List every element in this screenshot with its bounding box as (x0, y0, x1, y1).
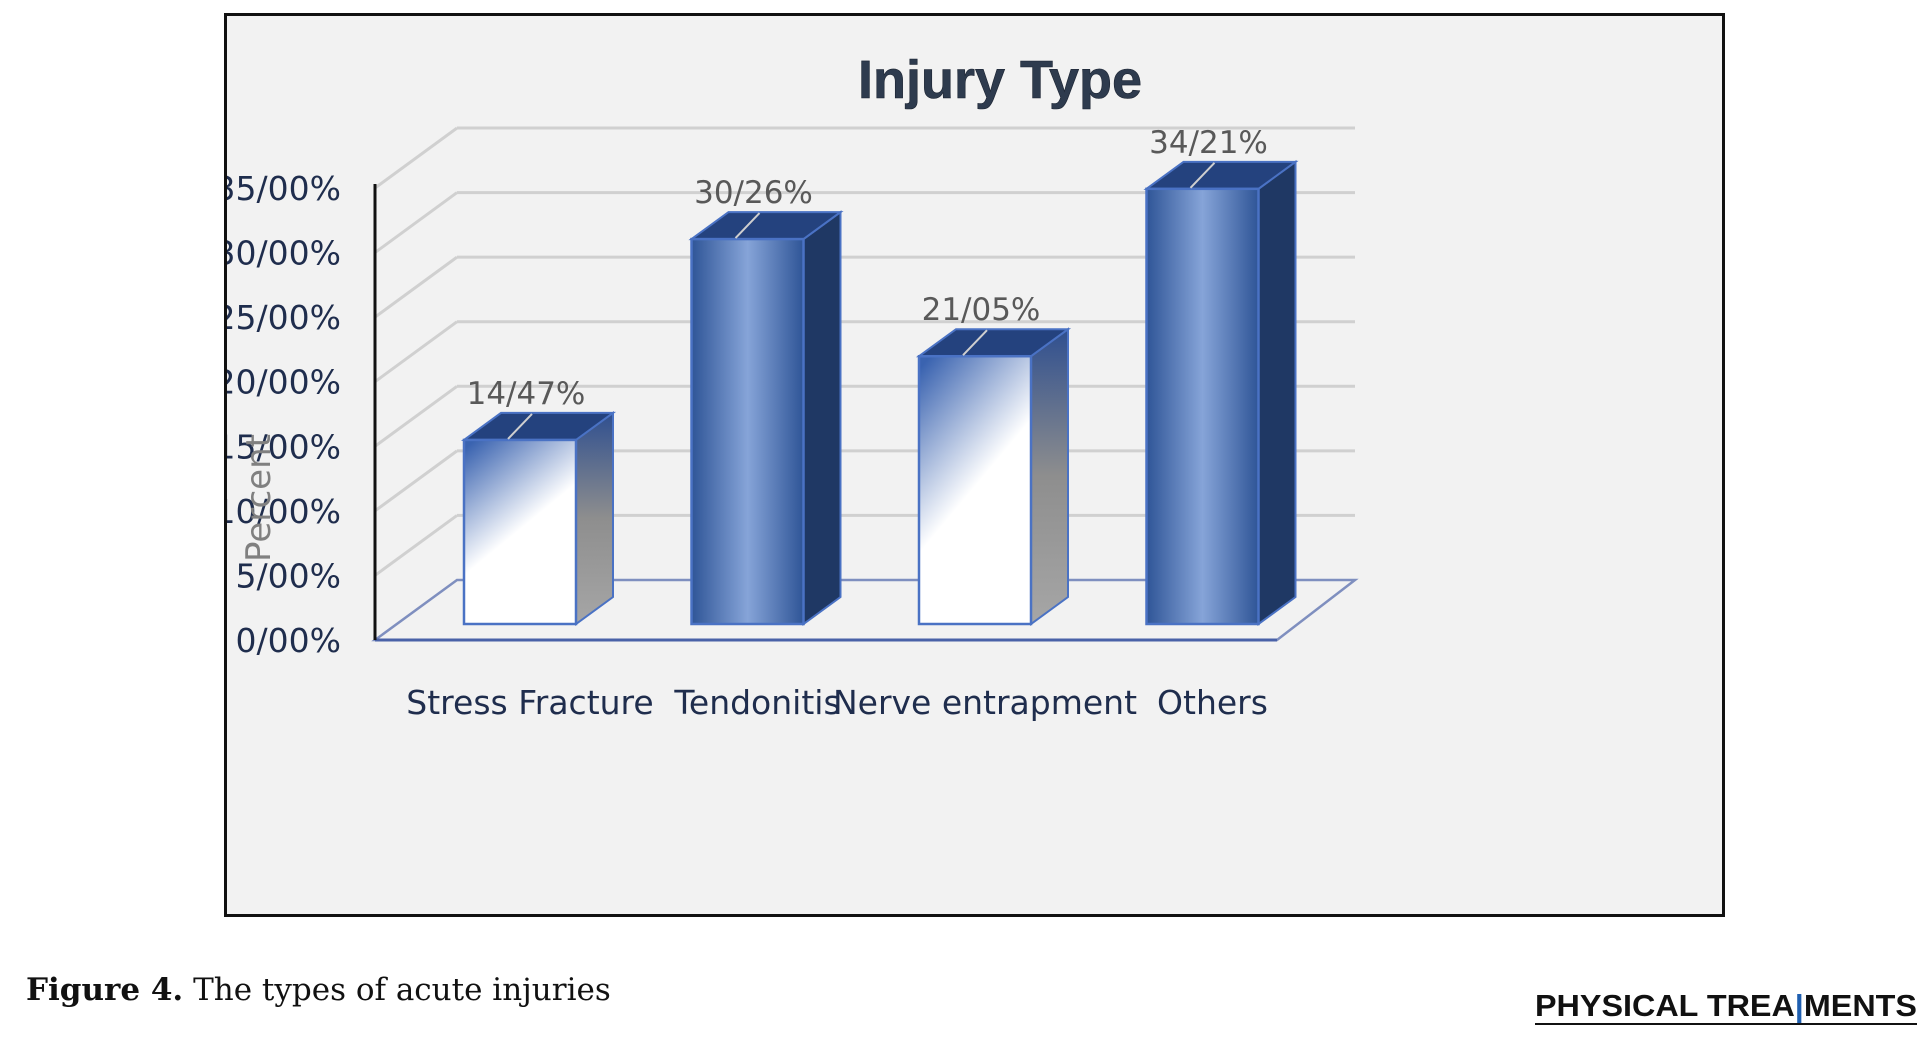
chart-frame: 0/00% 5/00% 10/00% 15/00% 20/00% 25/00% 30/00%… (224, 13, 1725, 917)
data-label: 30/26% (694, 175, 813, 211)
figure-caption: Figure 4. The types of acute injuries (26, 972, 611, 1008)
x-tick-label: Tendonitis (673, 683, 840, 722)
y-tick-label: 30/00% (227, 234, 341, 273)
axes (371, 184, 1359, 642)
labels: 0/00% 5/00% 10/00% 15/00% 20/00% 25/00% 30/00%… (227, 125, 1268, 722)
bar-side (1030, 327, 1069, 626)
y-tick-label: 15/00% (227, 427, 341, 466)
data-label-leader (507, 413, 533, 440)
chart-title: Injury Type (858, 50, 1142, 110)
data-label: 34/21% (1149, 125, 1268, 161)
bar-front (917, 354, 1033, 626)
gridline-diagonal (374, 514, 458, 577)
y-tick-label: 25/00% (227, 298, 341, 337)
data-label-leader (1189, 162, 1216, 189)
bar-front (690, 237, 805, 626)
data-label-leader (734, 212, 761, 239)
y-tick-label: 5/00% (236, 556, 341, 595)
bar (688, 210, 844, 626)
bar-side (575, 410, 614, 626)
figure-caption-text: The types of acute injuries (183, 972, 611, 1008)
y-axis-label: Percent (239, 434, 279, 562)
gridline-diagonal (374, 191, 458, 254)
brand-text: PHYSICAL TREA |MENTS (1535, 988, 1917, 1023)
bar-side (802, 210, 842, 626)
data-label: 21/05% (922, 292, 1041, 328)
gridline-diagonal (374, 320, 458, 383)
gridline-diagonal (374, 449, 458, 513)
y-tick-label: 10/00% (227, 492, 341, 531)
y-tick-label: 35/00% (227, 169, 341, 208)
bars (460, 159, 1299, 626)
brand-text-part1: PHYSICAL TREA (1535, 988, 1795, 1023)
data-label-leader (962, 329, 988, 356)
x-tick-label: Nerve entrapment (833, 683, 1137, 722)
bar (460, 410, 617, 626)
x-tick-label: Stress Fracture (406, 683, 653, 722)
gridline-diagonal (374, 255, 458, 319)
y-tick-label: 20/00% (227, 363, 341, 402)
bar-front (1145, 187, 1260, 626)
gridline-diagonal (374, 126, 458, 190)
x-tick-label: Others (1157, 683, 1268, 722)
bar (1143, 159, 1299, 626)
bar (915, 327, 1072, 626)
bar-front (462, 438, 578, 626)
bar-side (1257, 159, 1297, 626)
brand-text-part2: MENTS (1804, 988, 1917, 1023)
chart-svg: 0/00% 5/00% 10/00% 15/00% 20/00% 25/00% 30/00%… (227, 50, 1359, 722)
y-tick-label: 0/00% (236, 621, 341, 660)
brand-person-icon: | (1795, 988, 1804, 1023)
figure-caption-label: Figure 4. (26, 972, 184, 1008)
brand-logo: PHYSICAL TREA |MENTS (1535, 988, 1917, 1025)
gridline-diagonal (374, 385, 458, 448)
data-label: 14/47% (467, 376, 586, 412)
